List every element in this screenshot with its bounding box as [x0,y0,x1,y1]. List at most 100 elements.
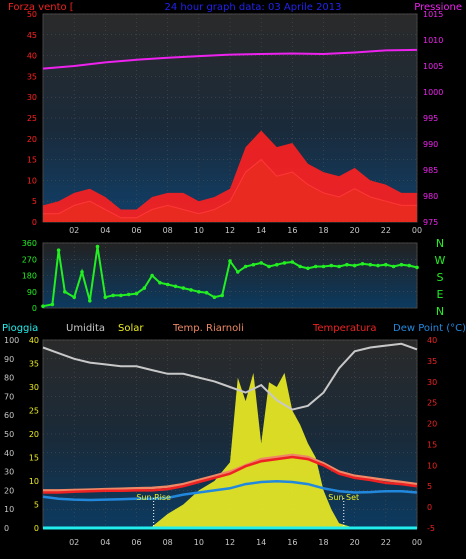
direction-point [220,293,224,298]
direction-point [173,284,178,289]
hour-tick-label: 02 [69,538,79,547]
sunrise-label: Sun Rise [136,493,171,502]
solar-tick-label: 10 [29,477,39,486]
pressure-tick-label: 980 [423,192,438,201]
hour-tick-label: 16 [287,538,297,547]
pressure-tick-label: 1015 [423,10,443,19]
humidity-tick-label: 40 [4,449,14,458]
direction-point [63,290,67,294]
solar-area [43,372,417,528]
pressure-tick-label: 1005 [423,62,443,71]
direction-point [329,263,334,268]
hour-tick-label: 08 [163,538,173,547]
pressure-tick-label: 1000 [423,88,443,97]
wind-pressure-marks [42,48,418,222]
direction-point [41,304,45,309]
pressure-tick-label: 990 [423,140,438,149]
series-line [43,453,418,492]
wind-panel-grid [43,13,418,223]
temperature-humidity-marks: Sun Rise Sun Set [42,342,418,530]
hour-tick-label: 18 [318,226,328,235]
direction-point [142,286,147,290]
compass-n-top: N [436,237,444,250]
pressure-tick-label: 985 [423,166,438,175]
direction-point [158,280,162,285]
sunset-label: Sun Set [328,493,359,502]
temperature-tick-label: 20 [427,420,437,429]
hour-tick-label: 22 [381,538,391,547]
hour-tick-label: 20 [350,226,360,235]
hour-tick-label: 22 [381,226,391,235]
compass-w: W [435,254,446,267]
hour-tick-label: 14 [256,226,266,235]
axis-labels: 0510152025303540455097598098599099510001… [4,10,443,547]
direction-point [165,282,170,287]
wind-tick-label: 25 [27,114,37,123]
wind-tick-label: 35 [27,72,37,81]
solar-tick-label: 5 [34,501,39,510]
hour-tick-label: 14 [256,538,266,547]
direction-point [352,263,357,268]
temperature-tick-label: 25 [427,399,437,408]
wind-tick-label: 45 [27,31,37,40]
direction-point [306,266,310,271]
pressure-line [42,48,418,70]
wind-tick-label: 15 [27,156,37,165]
direction-point [345,262,349,267]
series-line [42,479,418,502]
wind-tick-label: 40 [27,52,37,61]
legend-dewpoint: Dew Point (°C) [393,323,466,334]
direction-point [150,273,154,278]
gust-area [43,130,417,222]
pressure-tick-label: 975 [423,218,438,227]
direction-point [360,262,365,266]
direction-point [111,293,115,298]
wind-tick-label: 5 [32,197,37,206]
solar-tick-label: 0 [34,524,39,533]
wind-tick-label: 30 [27,93,37,102]
humidity-tick-label: 100 [4,336,19,345]
direction-point [298,264,302,269]
direction-point [399,262,404,267]
direction-tick-label: 270 [22,255,37,264]
legend-rain: Pioggia [2,323,38,334]
direction-point [321,264,326,269]
direction-point [290,260,295,264]
temperature-tick-label: 10 [427,461,437,470]
direction-point [95,244,100,249]
direction-point [407,263,412,268]
wind-tick-label: 0 [32,218,37,227]
direction-point [189,288,193,292]
direction-point [119,293,123,298]
direction-point [259,261,264,265]
hour-tick-label: 16 [287,226,297,235]
direction-panel-grid [43,242,418,309]
humidity-tick-label: 30 [4,468,14,477]
temperature-tick-label: 30 [427,378,437,387]
hour-tick-label: 12 [225,226,235,235]
humidity-tick-label: 70 [4,392,14,401]
direction-point [134,291,139,296]
wind-tick-label: 50 [27,10,37,19]
hour-tick-label: 10 [194,538,204,547]
direction-point [282,261,287,265]
direction-point [72,295,76,300]
hour-tick-label: 06 [131,538,141,547]
direction-point [368,262,373,267]
direction-point [56,248,61,252]
direction-point [243,264,248,269]
solar-tick-label: 25 [29,407,39,416]
legend-apparent: Temp. Riarnoli [172,323,244,334]
direction-point [126,292,131,297]
legend-temperature: Temperatura [312,323,377,334]
direction-point [197,290,201,294]
solar-tick-label: 15 [29,454,39,463]
wind-tick-label: 20 [27,135,37,144]
hour-tick-label: 00 [412,226,422,235]
humidity-tick-label: 20 [4,486,14,495]
legend-solar: Solar [118,323,144,334]
temperature-tick-label: -5 [427,524,435,533]
header-right-label: Pressione [414,2,462,13]
direction-tick-label: 0 [32,304,37,313]
